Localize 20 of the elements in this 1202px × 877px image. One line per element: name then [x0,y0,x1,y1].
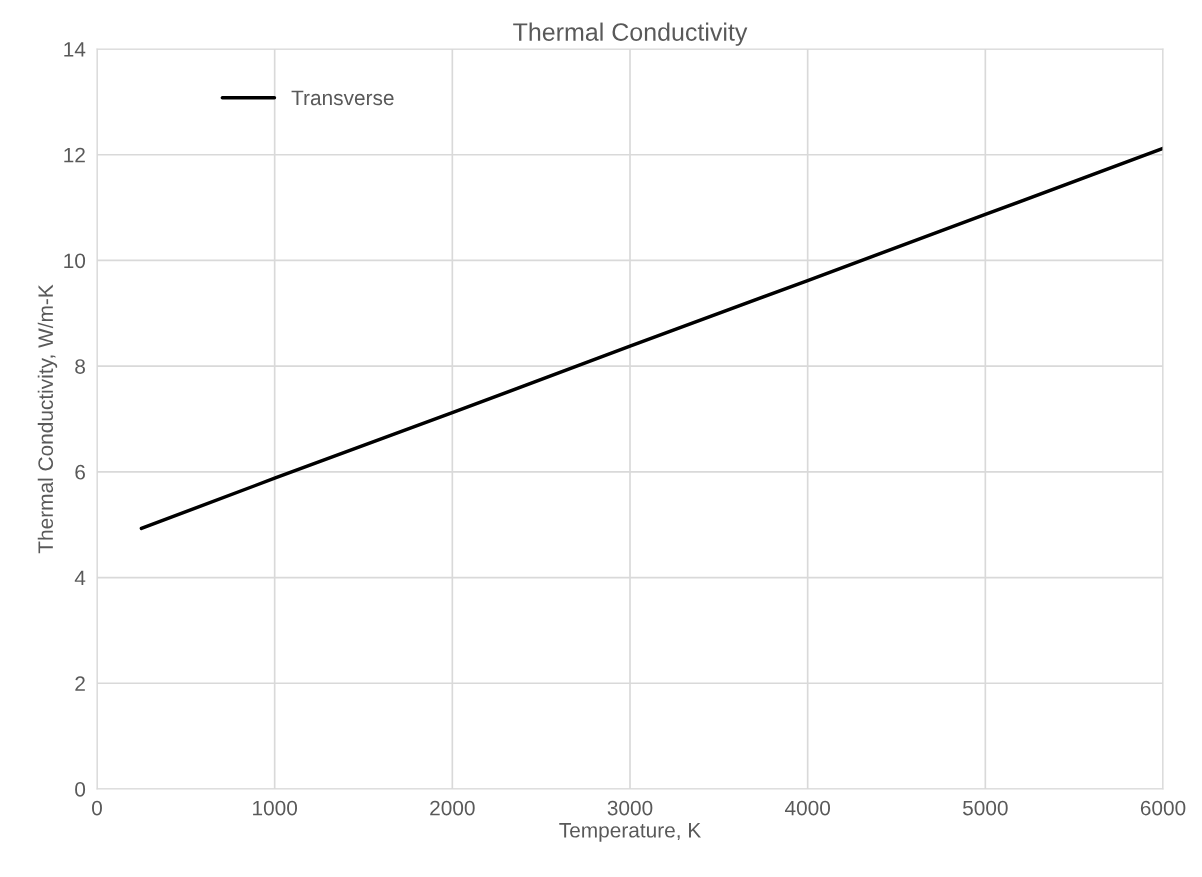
x-tick-label: 2000 [430,800,475,816]
y-axis-title: Thermal Conductivity, W/m-K [37,284,58,554]
y-tick-label: 10 [64,253,86,269]
chart-title: Thermal Conductivity [513,22,748,46]
y-tick-label: 2 [75,676,85,691]
y-tick-label: 14 [64,42,86,57]
x-tick-label: 1000 [253,800,298,816]
y-tick-label: 8 [75,359,85,374]
x-tick-label: 0 [92,800,102,816]
x-axis-title: Temperature, K [559,823,701,842]
y-tick-label: 12 [64,147,85,163]
y-tick-label: 6 [75,464,85,480]
x-tick-label: 4000 [784,800,831,816]
x-tick-label: 5000 [963,800,1008,816]
x-tick-label: 3000 [607,800,653,816]
x-tick-label: 6000 [1140,800,1186,816]
legend-label: Transverse [291,90,394,106]
y-tick-label: 4 [74,570,86,586]
y-tick-label: 0 [75,782,86,797]
line-series [139,146,1163,531]
